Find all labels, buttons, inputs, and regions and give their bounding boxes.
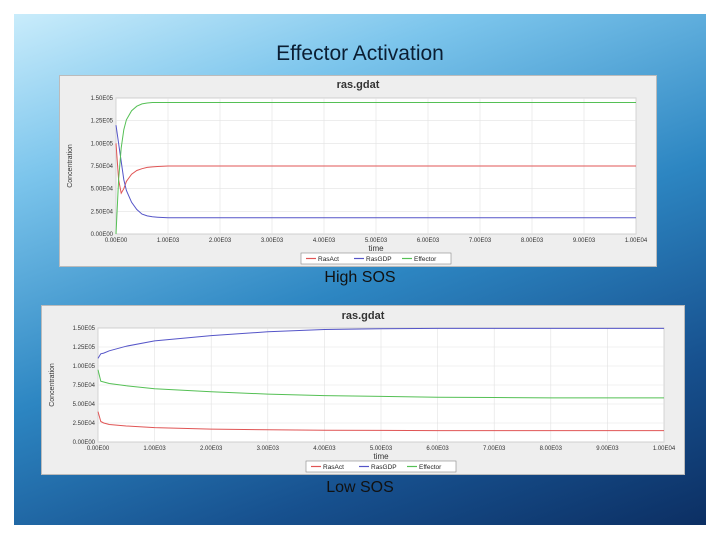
y-tick-label: 1.50E05: [91, 96, 114, 102]
slide-title: Effector Activation: [14, 42, 706, 66]
chart-title: ras.gdat: [337, 79, 380, 91]
y-axis-label: Concentration: [49, 363, 56, 407]
y-tick-label: 1.00E05: [73, 364, 96, 370]
y-tick-label: 1.25E05: [91, 119, 114, 125]
x-tick-label: 6.00E03: [417, 238, 440, 244]
chart-high-sos-svg: ras.gdat 0.00E00 1.00E03 2.00E03 3.00E03 4.00…: [60, 76, 656, 266]
x-tick-label: 0.00E00: [87, 446, 110, 452]
y-tick-label: 1.25E05: [73, 345, 96, 351]
x-tick-label: 3.00E03: [257, 446, 280, 452]
x-tick-label: 9.00E03: [596, 446, 619, 452]
y-tick-label: 2.50E04: [73, 421, 96, 427]
x-tick-label: 4.00E03: [313, 446, 336, 452]
slide: Effector Activation ras.gdat 0.00E00 1.00E…: [14, 14, 706, 525]
x-tick-label: 1.00E04: [653, 446, 676, 452]
legend-entry-effector: Effector: [414, 256, 437, 263]
y-tick-label: 5.00E04: [73, 402, 96, 408]
y-tick-label: 0.00E00: [91, 232, 114, 238]
legend-entry-rasgdp: RasGDP: [366, 256, 392, 263]
x-tick-label: 9.00E03: [573, 238, 596, 244]
x-tick-label: 1.00E04: [625, 238, 648, 244]
x-tick-label: 7.00E03: [483, 446, 506, 452]
x-tick-label: 0.00E00: [105, 238, 128, 244]
y-tick-label: 1.00E05: [91, 141, 114, 147]
chart-title: ras.gdat: [342, 310, 385, 322]
x-axis-label: time: [373, 452, 389, 461]
y-tick-label: 7.50E04: [73, 383, 96, 389]
legend-entry-rasact: RasAct: [323, 464, 344, 471]
x-axis-label: time: [368, 244, 384, 253]
y-tick-label: 5.00E04: [91, 187, 114, 193]
x-tick-label: 1.00E03: [143, 446, 166, 452]
x-tick-label: 7.00E03: [469, 238, 492, 244]
y-tick-label: 0.00E00: [73, 440, 96, 446]
x-tick-label: 2.00E03: [200, 446, 223, 452]
caption-high-sos: High SOS: [14, 269, 706, 287]
legend-entry-rasact: RasAct: [318, 256, 339, 263]
legend-entry-effector: Effector: [419, 464, 442, 471]
x-tick-label: 1.00E03: [157, 238, 180, 244]
caption-low-sos: Low SOS: [14, 479, 706, 497]
x-tick-label: 3.00E03: [261, 238, 284, 244]
chart-high-sos: ras.gdat 0.00E00 1.00E03 2.00E03 3.00E03 4.00…: [59, 75, 657, 267]
y-tick-label: 7.50E04: [91, 164, 114, 170]
chart-low-sos: ras.gdat 0.00E00 1.00E03 2.00E03 3.00E03 4.00…: [41, 305, 685, 475]
x-tick-label: 6.00E03: [426, 446, 449, 452]
x-tick-label: 8.00E03: [521, 238, 544, 244]
x-tick-label: 4.00E03: [313, 238, 336, 244]
y-tick-label: 1.50E05: [73, 326, 96, 332]
y-axis-label: Concentration: [67, 144, 74, 188]
legend-entry-rasgdp: RasGDP: [371, 464, 397, 471]
y-tick-label: 2.50E04: [91, 209, 114, 215]
x-tick-label: 2.00E03: [209, 238, 232, 244]
chart-low-sos-svg: ras.gdat 0.00E00 1.00E03 2.00E03 3.00E03 4.00…: [42, 306, 684, 474]
x-tick-label: 8.00E03: [540, 446, 563, 452]
